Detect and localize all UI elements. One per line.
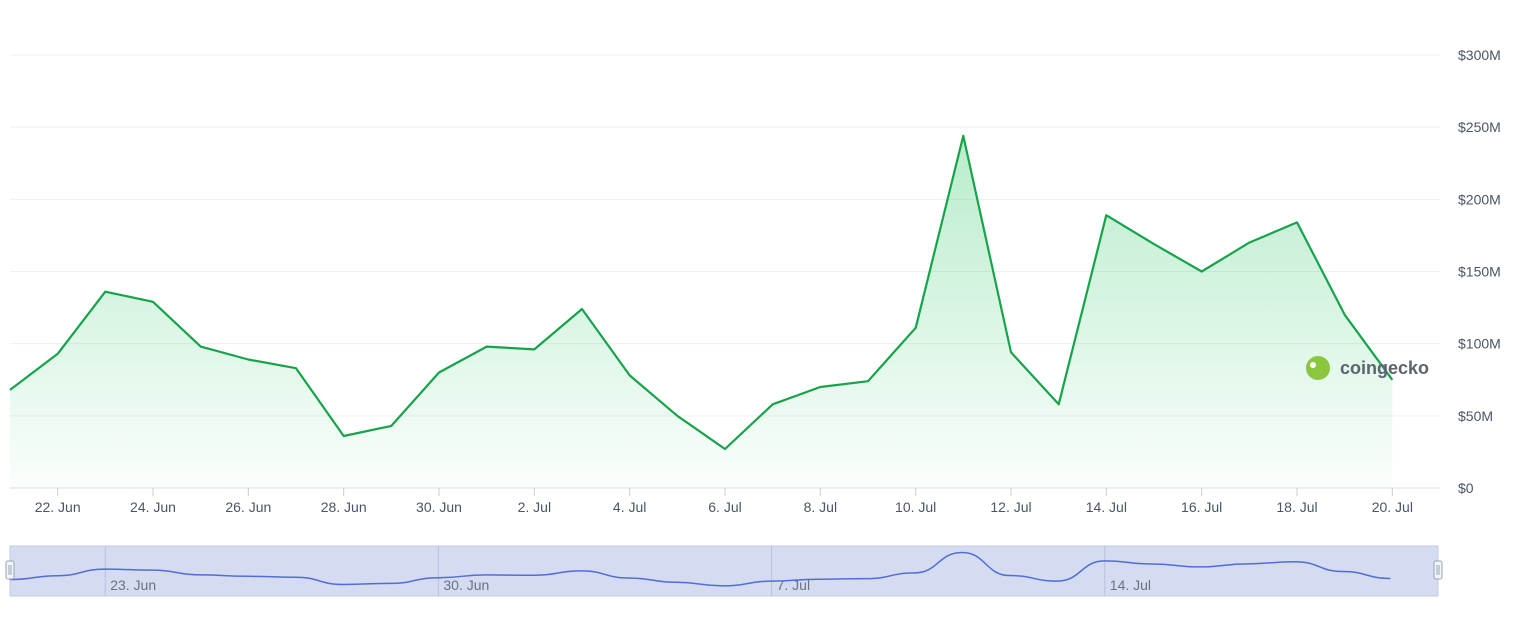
x-tick-label: 6. Jul	[708, 499, 741, 515]
series-line	[9, 134, 1394, 451]
navigator-tick-label: 14. Jul	[1110, 577, 1151, 593]
y-tick-label: $100M	[1458, 336, 1501, 352]
navigator-selection[interactable]	[9, 545, 1439, 597]
x-tick-label: 16. Jul	[1181, 499, 1222, 515]
x-tick-label: 8. Jul	[804, 499, 837, 515]
navigator-tick-label: 23. Jun	[110, 577, 156, 593]
x-tick-label: 12. Jul	[990, 499, 1031, 515]
coingecko-watermark: coingecko	[1306, 356, 1429, 380]
y-tick-label: $250M	[1458, 119, 1501, 135]
x-tick-label: 4. Jul	[613, 499, 646, 515]
navigator-right-handle[interactable]	[1433, 560, 1443, 580]
y-tick-label: $200M	[1458, 191, 1501, 207]
y-tick-label: $300M	[1458, 47, 1501, 63]
x-tick-label: 10. Jul	[895, 499, 936, 515]
y-tick-label: $0	[1458, 480, 1474, 496]
x-tick-label: 22. Jun	[35, 499, 81, 515]
navigator-left-handle[interactable]	[5, 560, 15, 580]
gecko-eye-icon	[1310, 362, 1316, 368]
x-tick-label: 14. Jul	[1086, 499, 1127, 515]
x-tick-label: 30. Jun	[416, 499, 462, 515]
x-tick-label: 24. Jun	[130, 499, 176, 515]
x-tick-label: 26. Jun	[225, 499, 271, 515]
y-axis: $0 $50M $100M $150M $200M $250M $300M	[1458, 47, 1501, 496]
x-axis: 22. Jun 24. Jun 26. Jun 28. Jun 30. Jun 2. Ju…	[35, 488, 1413, 515]
navigator-tick-label: 30. Jun	[443, 577, 489, 593]
brand-label: coingecko	[1340, 358, 1429, 378]
range-navigator[interactable]: 23. Jun 30. Jun 7. Jul 14. Jul	[5, 545, 1443, 597]
gecko-logo-icon	[1306, 356, 1330, 380]
x-tick-label: 28. Jun	[321, 499, 367, 515]
x-tick-label: 20. Jul	[1372, 499, 1413, 515]
plot-area	[9, 134, 1394, 489]
y-tick-label: $50M	[1458, 408, 1493, 424]
y-tick-label: $150M	[1458, 264, 1501, 280]
series-area	[10, 135, 1393, 489]
x-tick-label: 2. Jul	[518, 499, 551, 515]
x-tick-label: 18. Jul	[1276, 499, 1317, 515]
navigator-series-line	[9, 551, 1391, 587]
